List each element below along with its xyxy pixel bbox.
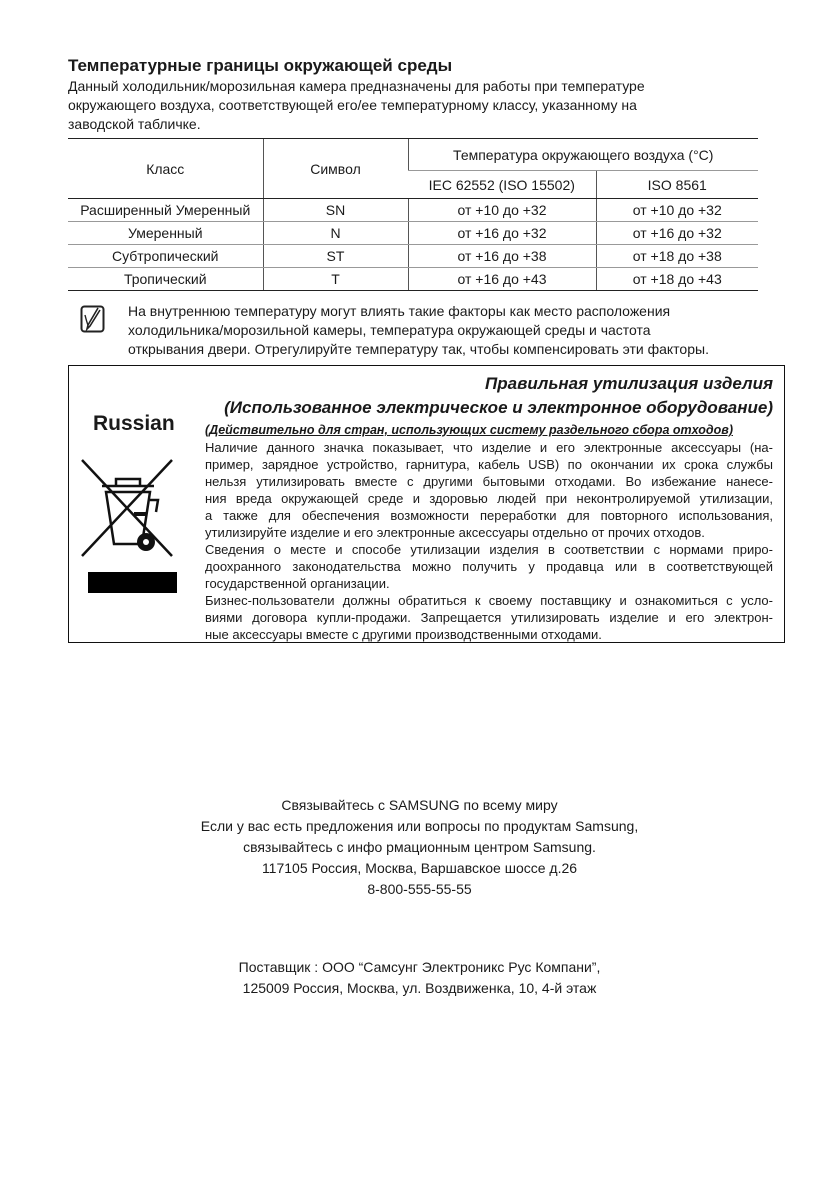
header-symbol: Символ	[262, 138, 408, 199]
note-line: На внутреннюю температуру могут влиять т…	[128, 303, 671, 319]
cell-symbol: SN	[262, 198, 408, 222]
contact-line: Если у вас есть предложения или вопросы …	[200, 818, 639, 834]
intro-line: окружающего воздуха, соответствующей его…	[68, 97, 637, 113]
cell-class: Субтропический	[68, 244, 263, 268]
cell-std2: от +16 до +32	[595, 221, 758, 245]
cell-std1: от +16 до +38	[407, 244, 596, 268]
contact-address: 117105 Россия, Москва, Варшавское шоссе …	[261, 860, 578, 876]
disposal-paragraph-3: Бизнес-пользователи должны обратиться к …	[205, 592, 773, 643]
cell-std2: от +18 до +43	[595, 267, 758, 291]
language-label: Russian	[93, 412, 175, 435]
text-line: государственной организации.	[205, 576, 390, 591]
contact-info: Связывайтесь с SAMSUNG по всему миру Есл…	[0, 795, 839, 900]
disposal-paragraph-2: Сведения о месте и способе утилизации из…	[205, 541, 773, 592]
black-bar	[88, 572, 177, 593]
text-line: Сведения о месте и способе утилизации из…	[205, 542, 773, 557]
intro-paragraph: Данный холодильник/морозильная камера пр…	[68, 77, 768, 134]
cell-class: Умеренный	[68, 221, 263, 245]
disposal-paragraph-1: Наличие данного значка показывает, что и…	[205, 439, 773, 541]
section-heading: Температурные границы окружающей среды	[68, 56, 453, 75]
disposal-subtitle: (Использованное электрическое и электрон…	[224, 398, 773, 417]
header-temperature: Температура окружающего воздуха (°C)	[407, 138, 758, 171]
cell-std2: от +10 до +32	[595, 198, 758, 222]
intro-line: Данный холодильник/морозильная камера пр…	[68, 78, 645, 94]
text-line: виями договора купли-продажи. Запрещаетс…	[205, 610, 773, 625]
text-line: Наличие данного значка показывает, что и…	[205, 440, 773, 455]
table-row: Расширенный Умеренный SN от +10 до +32 от +…	[68, 198, 758, 222]
contact-line: связывайтесь с инфо рмационным центром S…	[243, 839, 596, 855]
note-line: открывания двери. Отрегулируйте температ…	[128, 341, 709, 357]
cell-std2: от +18 до +38	[595, 244, 758, 268]
text-line: ния вреда окружающей среде и здоровью лю…	[205, 491, 773, 506]
disposal-title: Правильная утилизация изделия	[485, 374, 773, 393]
supplier-address: 125009 Россия, Москва, ул. Воздвиженка, …	[242, 980, 597, 996]
cell-std1: от +16 до +32	[407, 221, 596, 245]
contact-phone: 8-800-555-55-55	[367, 881, 472, 897]
note-pencil-icon	[80, 305, 105, 333]
cell-symbol: N	[262, 221, 408, 245]
intro-line: заводской табличке.	[68, 116, 201, 132]
header-iso: ISO 8561	[595, 170, 758, 199]
cell-class: Тропический	[68, 267, 263, 291]
supplier-line: Поставщик : ООО “Самсунг Электроникс Рус…	[238, 959, 601, 975]
text-line: доохранного законодательства можно получ…	[205, 559, 773, 574]
cell-symbol: ST	[262, 244, 408, 268]
temperature-class-table: Класс Символ Температура окружающего воз…	[68, 138, 758, 291]
supplier-info: Поставщик : ООО “Самсунг Электроникс Рус…	[0, 957, 839, 999]
cell-symbol: T	[262, 267, 408, 291]
text-line: Бизнес-пользователи должны обратиться к …	[205, 593, 773, 608]
crossed-out-bin-icon	[81, 459, 173, 557]
text-line: нельзя утилизировать вместе с другими бы…	[205, 474, 773, 489]
text-line: пример, зарядное устройство, гарнитура, …	[205, 457, 773, 472]
text-line: утилизируйте изделие и его электронные а…	[205, 525, 705, 540]
disposal-box	[68, 365, 785, 643]
note-line: холодильника/морозильной камеры, темпера…	[128, 322, 651, 338]
text-line: а также для обеспечения возможности пере…	[205, 508, 773, 523]
cell-class: Расширенный Умеренный	[68, 198, 263, 222]
disposal-scope: (Действительно для стран, использующих с…	[205, 423, 733, 437]
table-row: Субтропический ST от +16 до +38 от +18 до +…	[68, 244, 758, 268]
text-line: ные аксессуары вместе с другими производ…	[205, 627, 602, 642]
disposal-text: Правильная утилизация изделия (Использов…	[205, 372, 773, 643]
cell-std1: от +16 до +43	[407, 267, 596, 291]
contact-line: Связывайтесь с SAMSUNG по всему миру	[281, 797, 558, 813]
header-iec: IEC 62552 (ISO 15502)	[408, 170, 596, 199]
header-class: Класс	[68, 138, 263, 199]
cell-std1: от +10 до +32	[407, 198, 596, 222]
note-text: На внутреннюю температуру могут влиять т…	[128, 302, 709, 359]
